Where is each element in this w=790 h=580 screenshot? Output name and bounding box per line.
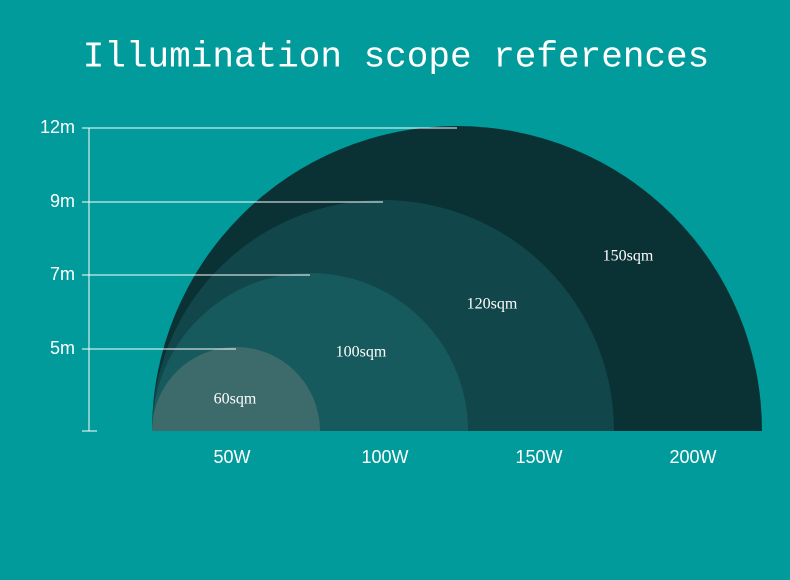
power-label: 100W bbox=[361, 447, 408, 467]
height-label: 9m bbox=[50, 191, 75, 211]
height-label: 5m bbox=[50, 338, 75, 358]
height-label: 12m bbox=[40, 117, 75, 137]
range-semicircle bbox=[152, 347, 320, 431]
area-label: 60sqm bbox=[214, 391, 257, 408]
power-label: 150W bbox=[515, 447, 562, 467]
power-label: 50W bbox=[213, 447, 250, 467]
area-label: 150sqm bbox=[603, 248, 654, 265]
area-label: 100sqm bbox=[336, 344, 387, 361]
power-label: 200W bbox=[669, 447, 716, 467]
height-label: 7m bbox=[50, 264, 75, 284]
area-label: 120sqm bbox=[467, 296, 518, 313]
title: Illumination scope references bbox=[83, 37, 710, 78]
